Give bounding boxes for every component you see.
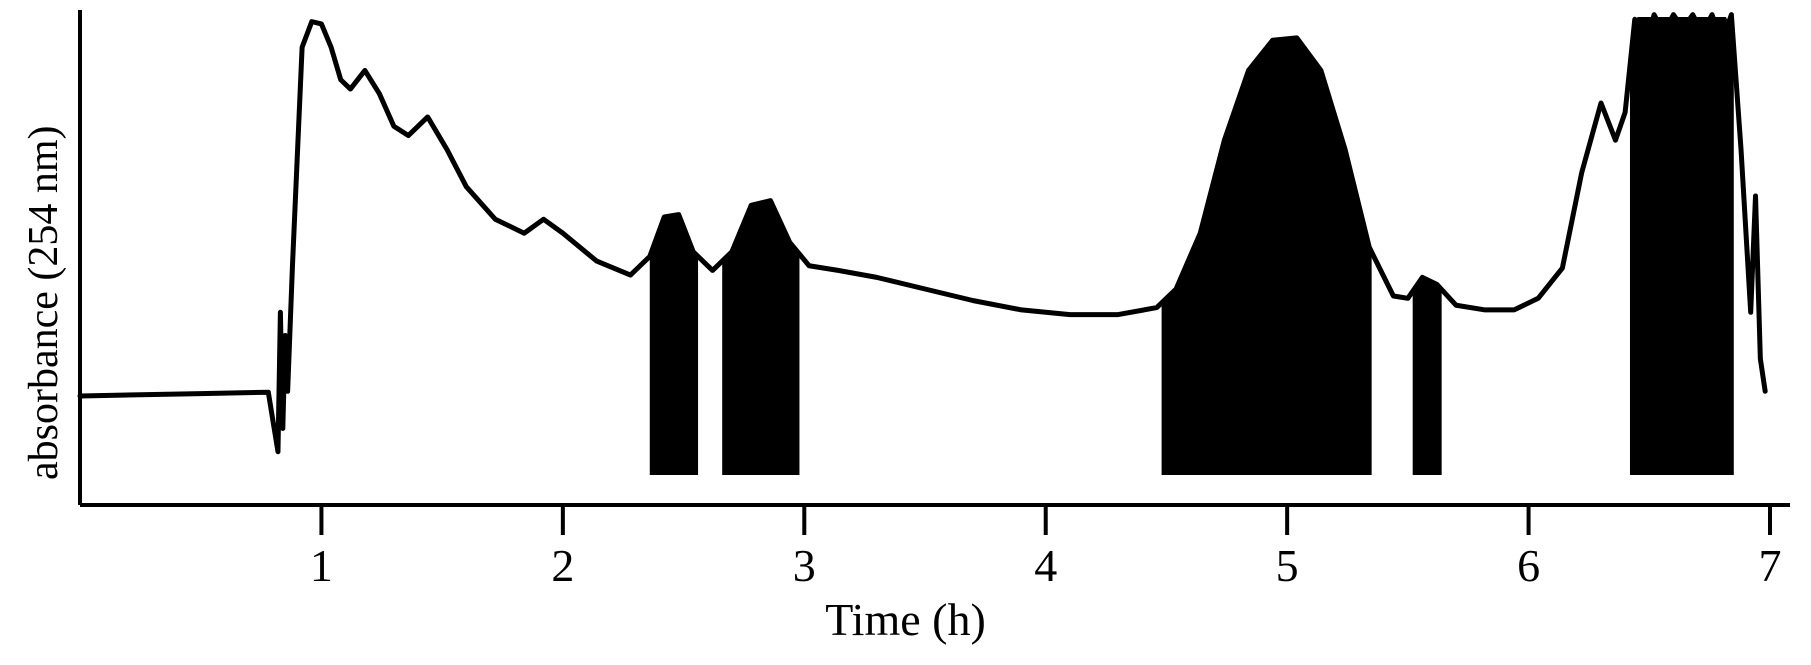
x-tick-label: 1 [310, 539, 333, 592]
filled-peak [650, 215, 698, 475]
x-tick-label: 4 [1034, 539, 1057, 592]
y-axis-label: absorbance (254 nm) [20, 125, 68, 480]
filled-peak [1630, 17, 1734, 475]
filled-peak [1413, 278, 1442, 475]
x-tick-label: 7 [1759, 539, 1782, 592]
x-tick-label: 2 [551, 539, 574, 592]
filled-peak [1162, 38, 1372, 475]
x-tick-label: 3 [793, 539, 816, 592]
x-tick-label: 6 [1517, 539, 1540, 592]
x-tick-label: 5 [1276, 539, 1299, 592]
chromatogram-trace [80, 15, 1765, 452]
x-axis-label: Time (h) [0, 593, 1811, 646]
